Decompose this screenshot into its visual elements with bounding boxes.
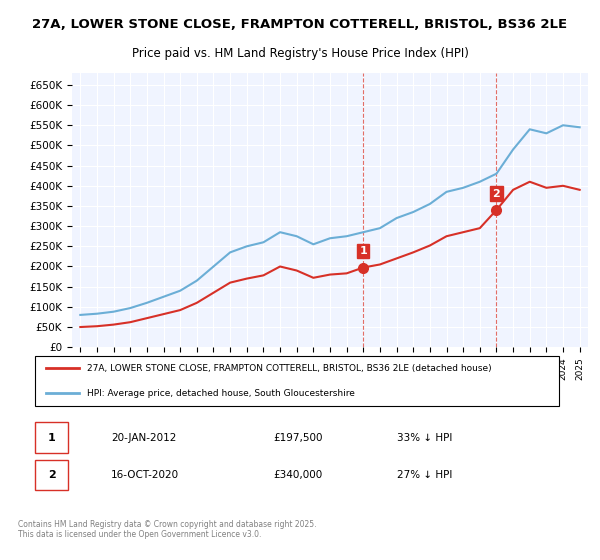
Text: 1: 1 [48,432,55,442]
Text: Price paid vs. HM Land Registry's House Price Index (HPI): Price paid vs. HM Land Registry's House … [131,48,469,60]
Text: 1: 1 [359,246,367,256]
FancyBboxPatch shape [35,460,68,490]
Text: £340,000: £340,000 [273,470,322,480]
Text: 16-OCT-2020: 16-OCT-2020 [111,470,179,480]
Text: 27% ↓ HPI: 27% ↓ HPI [397,470,452,480]
Text: HPI: Average price, detached house, South Gloucestershire: HPI: Average price, detached house, Sout… [86,389,355,398]
Text: Contains HM Land Registry data © Crown copyright and database right 2025.
This d: Contains HM Land Registry data © Crown c… [18,520,317,539]
Text: 27A, LOWER STONE CLOSE, FRAMPTON COTTERELL, BRISTOL, BS36 2LE (detached house): 27A, LOWER STONE CLOSE, FRAMPTON COTTERE… [86,364,491,373]
Text: 20-JAN-2012: 20-JAN-2012 [111,432,176,442]
FancyBboxPatch shape [35,356,559,406]
Text: 2: 2 [48,470,55,480]
FancyBboxPatch shape [35,422,68,452]
Text: £197,500: £197,500 [273,432,323,442]
Text: 27A, LOWER STONE CLOSE, FRAMPTON COTTERELL, BRISTOL, BS36 2LE: 27A, LOWER STONE CLOSE, FRAMPTON COTTERE… [32,18,568,31]
Text: 33% ↓ HPI: 33% ↓ HPI [397,432,452,442]
Text: 2: 2 [493,189,500,199]
